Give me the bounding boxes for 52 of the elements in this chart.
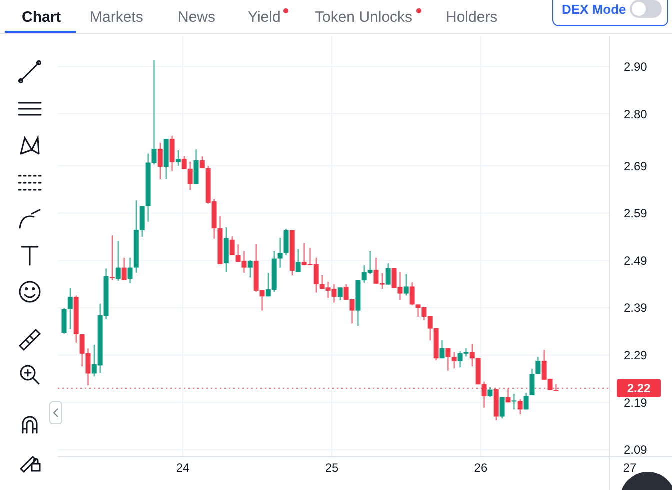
x-tick-label: 25: [325, 461, 339, 475]
candlestick: [152, 60, 157, 166]
candlestick: [62, 308, 67, 335]
y-tick-label: 2.19: [624, 396, 648, 410]
candlestick: [158, 142, 163, 180]
candlestick: [440, 340, 445, 360]
candlestick: [512, 394, 517, 410]
y-tick-label: 2.09: [624, 443, 648, 458]
candlestick: [338, 287, 343, 301]
candlestick: [446, 348, 451, 372]
candlestick: [122, 257, 127, 281]
y-tick-label: 2.69: [624, 159, 648, 174]
candlestick: [200, 156, 205, 169]
y-tick-label: 2.59: [624, 206, 648, 221]
candlestick: [176, 150, 181, 167]
x-tick-label: 24: [176, 461, 190, 475]
candlestick: [68, 288, 73, 330]
x-tick-label: 26: [474, 461, 488, 475]
text: Holders: [446, 9, 498, 26]
candlestick: [404, 274, 409, 296]
y-tick-label: 2.80: [624, 107, 648, 122]
y-tick-label: 2.90: [624, 60, 648, 74]
candlestick: [530, 368, 535, 396]
text: Chart: [22, 9, 62, 26]
candlestick: [278, 237, 283, 268]
candlestick: [194, 149, 199, 185]
candlestick: [488, 386, 493, 398]
candlestick: [296, 248, 301, 273]
candlestick: [170, 135, 175, 172]
candlestick: [116, 240, 121, 282]
text: Yield: [248, 9, 281, 26]
candlestick: [128, 257, 133, 284]
candlestick: [452, 351, 457, 370]
candlestick: [518, 398, 523, 415]
y-tick-label: 2.49: [624, 254, 648, 268]
ref-line-label: 2.22: [627, 382, 651, 396]
candlestick: [110, 235, 115, 281]
x-tick-label: 27: [623, 461, 637, 475]
candlestick: [248, 260, 253, 278]
text: Markets: [90, 9, 144, 26]
candlestick: [284, 228, 289, 256]
candlestick: [500, 396, 505, 420]
candlestick: [524, 392, 529, 410]
y-tick-label: 2.39: [624, 301, 648, 316]
text: Token Unlocks: [315, 9, 413, 26]
candlestick: [536, 356, 541, 375]
text: DEX Mode: [562, 2, 626, 17]
candlestick: [410, 282, 415, 306]
candlestick: [230, 236, 235, 256]
y-tick-label: 2.29: [624, 348, 648, 362]
text: News: [178, 9, 216, 26]
candlestick: [386, 263, 391, 286]
